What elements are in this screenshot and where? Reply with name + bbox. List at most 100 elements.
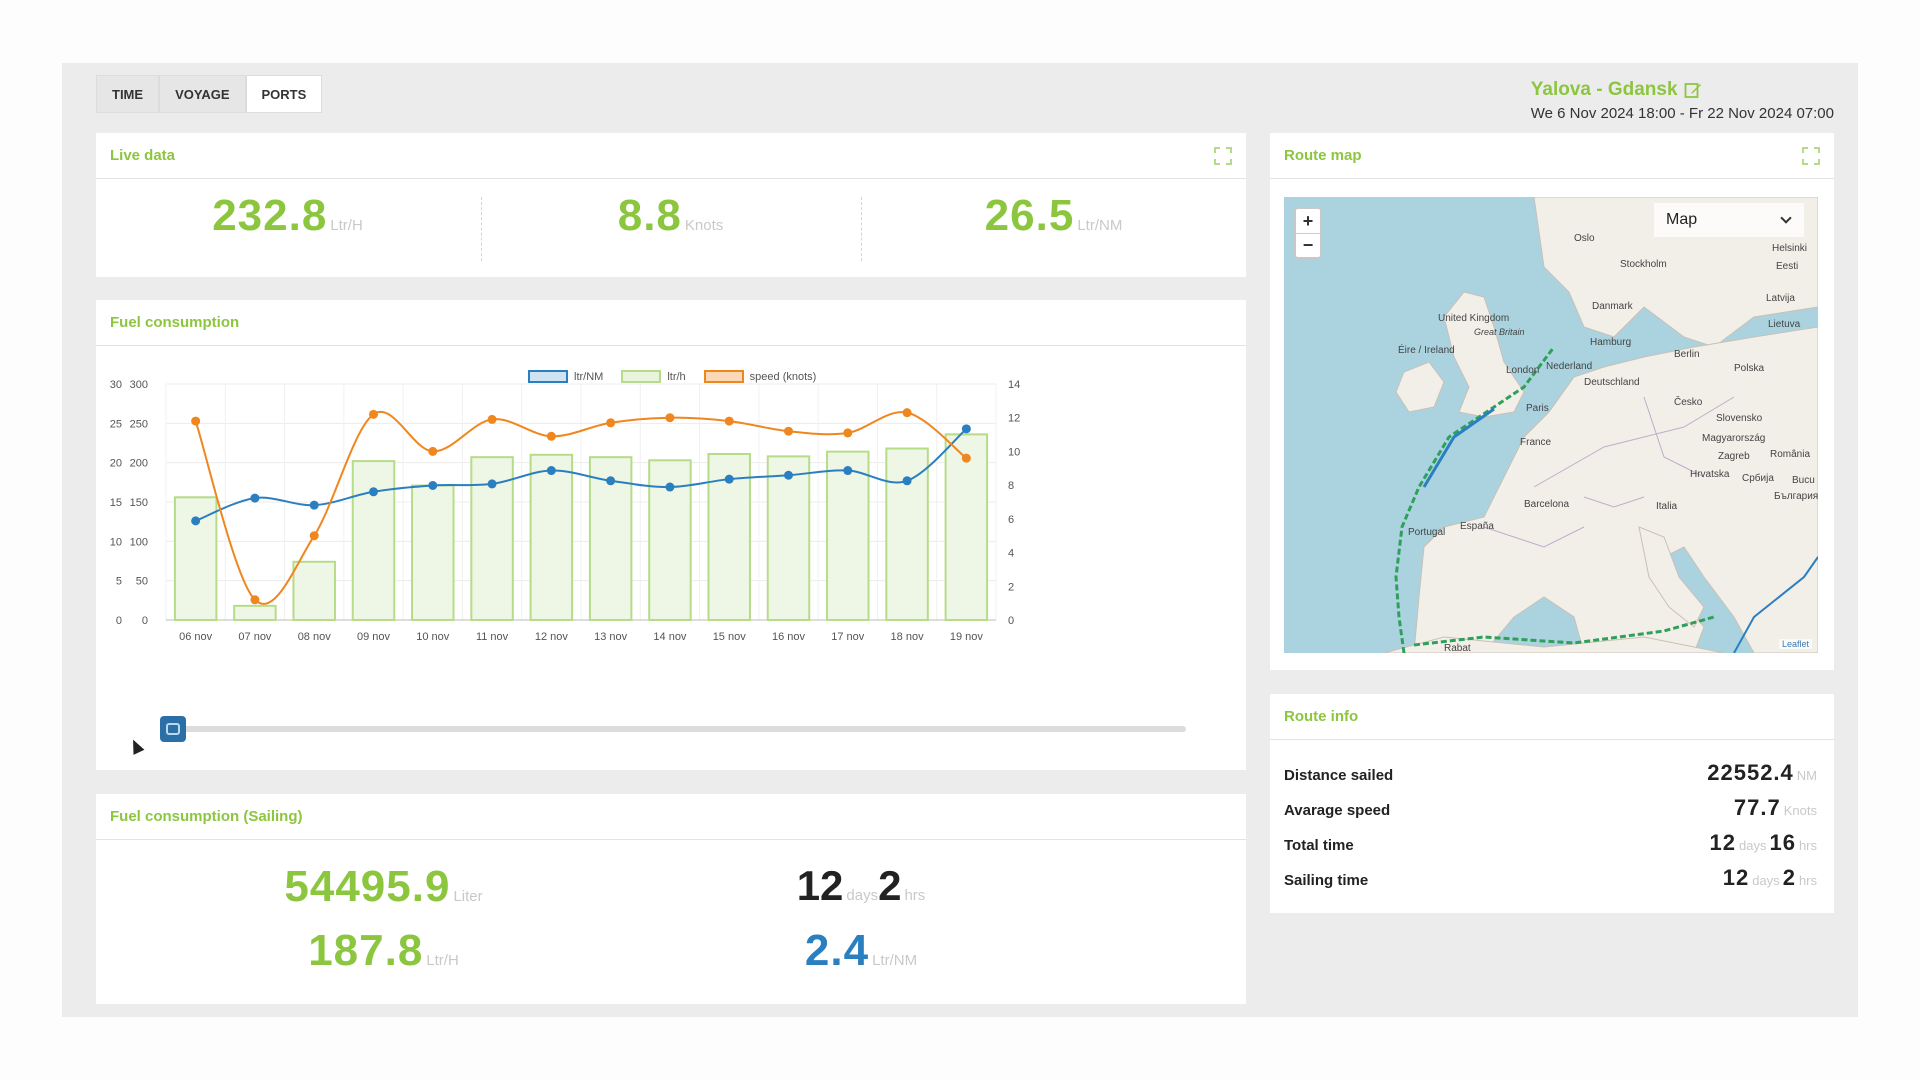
info-unit: hrs [1798,873,1817,888]
voyage-dates: We 6 Nov 2024 18:00 - Fr 22 Nov 2024 07:… [1530,105,1834,122]
y-tick-label: 25 [110,418,122,430]
route-info-header: Route info [1270,694,1834,740]
live-speed-unit: Knots [684,217,724,234]
map-label: Magyarország [1702,433,1766,444]
chart-legend: ltr/NM ltr/h speed (knots) [528,370,816,383]
sailing-per-nm-unit: Ltr/NM [872,952,918,969]
sailing-duration-days: 12 [796,862,844,909]
map-label: Hrvatska [1690,469,1730,480]
legend-swatch [621,370,662,383]
x-tick-label: 10 nov [416,631,450,643]
tab-voyage[interactable]: VOYAGE [159,75,246,113]
point-speed [724,416,734,426]
y2-tick-label: 2 [1008,581,1014,593]
info-value: 12 [1722,865,1750,890]
range-slider-handle[interactable] [160,716,186,742]
y2-tick-label: 4 [1008,548,1014,560]
y-tick-label: 250 [130,418,148,430]
zoom-in-button[interactable]: + [1302,210,1314,231]
point-speed [428,446,438,456]
info-value: 2 [1782,865,1796,890]
legend-swatch [528,370,568,383]
sailing-rate-unit: Ltr/H [426,952,459,969]
info-unit: Knots [1783,803,1817,818]
map-attribution-link[interactable]: Leaflet [1778,639,1812,649]
point-speed [369,409,378,419]
map-label: Slovensko [1716,413,1763,424]
point-speed [546,431,556,441]
sailing-duration-hrs-unit: hrs [904,887,926,904]
map-layer-select[interactable]: Map [1654,203,1804,237]
y-tick-label: 200 [130,458,148,470]
point-speed [309,531,319,541]
live-speed: 8.8 Knots [479,191,862,255]
y2-tick-label: 6 [1008,514,1014,526]
map-label: Hamburg [1590,337,1632,348]
legend-item[interactable]: ltr/h [621,370,686,383]
series-line-speed [194,410,967,605]
y-tick-label: 20 [110,458,122,470]
fuel-consumption-title: Fuel consumption [110,314,240,331]
info-row-sailing-time: Sailing time 12 days 2 hrs [1284,865,1820,895]
point-speed [843,428,853,438]
x-tick-label: 09 nov [357,631,391,643]
y-tick-label: 5 [116,576,122,588]
point-speed [665,413,675,423]
expand-icon[interactable] [1214,146,1232,165]
sailing-total-fuel-value: 54495.9 [284,862,451,911]
y-tick-label: 0 [116,615,122,627]
legend-item[interactable]: speed (knots) [703,370,816,383]
sailing-rate-value: 187.8 [308,926,424,975]
point-speed [902,408,912,418]
fuel-consumption-card: Fuel consumption ltr/NM ltr/h speed (kno… [96,300,1246,770]
range-slider-track[interactable] [166,726,1186,732]
edit-icon[interactable] [1684,81,1702,99]
legend-label: ltr/h [667,370,686,383]
expand-icon[interactable] [1802,146,1820,165]
point-speed [487,414,497,424]
zoom-out-button[interactable]: − [1296,233,1320,257]
map-label: България [1774,491,1818,502]
x-tick-label: 15 nov [713,631,747,643]
sailing-total-fuel-unit: Liter [453,888,483,905]
info-value: 77.7 [1733,795,1781,820]
map-label: España [1460,521,1494,532]
point-ltr-nm [724,474,734,484]
live-data-header: Live data [96,133,1246,179]
fuel-sailing-header: Fuel consumption (Sailing) [96,794,1246,840]
sailing-per-nm: 2.4 Ltr/NM [671,926,1051,990]
tab-time[interactable]: TIME [96,75,160,113]
x-tick-label: 17 nov [831,631,865,643]
live-fuel-rate-unit: Ltr/H [330,217,363,234]
dashboard: TIME VOYAGE PORTS Yalova - Gdansk We 6 N… [62,63,1858,1017]
map-label: Oslo [1574,233,1595,244]
live-fuel-per-nm: 26.5 Ltr/NM [862,191,1245,255]
divider [481,197,482,261]
route-map-header: Route map [1270,133,1834,179]
live-fuel-per-nm-unit: Ltr/NM [1077,217,1123,234]
y-tick-label: 50 [136,576,148,588]
point-ltr-nm [665,482,675,492]
map-label: Bucu [1792,475,1815,486]
route-map[interactable]: Oslo Helsinki Stockholm Eesti Latvija Da… [1284,197,1818,653]
y2-tick-label: 0 [1008,615,1014,627]
legend-item[interactable]: ltr/NM [528,370,603,383]
zoom-controls: + − [1294,207,1322,259]
y-tick-label: 150 [130,497,148,509]
map-label: Nederland [1546,361,1593,372]
x-tick-label: 19 nov [950,631,984,643]
tab-ports[interactable]: PORTS [245,75,323,113]
map-label: Deutschland [1584,377,1640,388]
y2-tick-label: 8 [1008,480,1014,492]
live-fuel-rate: 232.8 Ltr/H [96,191,479,255]
info-label: Avarage speed [1284,802,1391,819]
point-ltr-nm [784,470,793,480]
x-tick-label: 16 nov [772,631,806,643]
point-ltr-nm [487,479,497,489]
bar [173,496,218,621]
bar [944,433,989,621]
point-ltr-nm [309,500,319,510]
map-label: Latvija [1766,293,1795,304]
map-label: France [1520,437,1552,448]
view-tabs: TIME VOYAGE PORTS [96,75,323,113]
